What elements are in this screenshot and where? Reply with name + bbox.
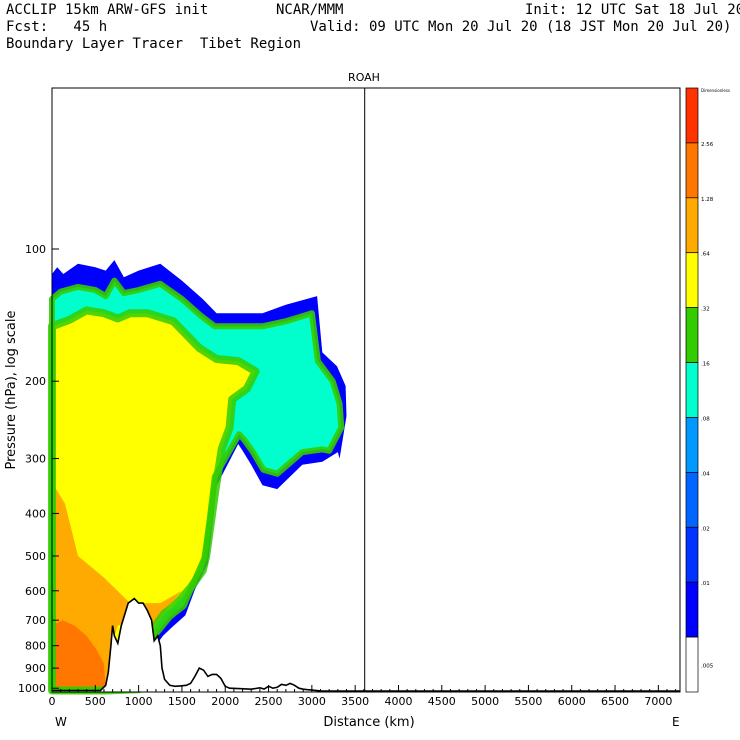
x-tick-label-4500: 4500	[428, 695, 456, 708]
x-axis-label: Distance (km)	[323, 715, 414, 730]
terrain-fill	[52, 598, 680, 692]
x-tick-label-3000: 3000	[298, 695, 326, 708]
colorbar-label-3: .64	[701, 252, 710, 258]
x-tick-label-5500: 5500	[514, 695, 542, 708]
header-init: Init: 12 UTC Sat 18 Jul 20	[525, 2, 740, 18]
tracer-region-1p28	[52, 620, 106, 691]
colorbar-swatch-2	[685, 197, 699, 254]
east-label: E	[672, 715, 680, 729]
y-tick-label-100: 100	[25, 243, 46, 256]
colorbar-label-2: 1.28	[701, 197, 714, 203]
colorbar-swatch-10	[685, 636, 699, 693]
x-tick-label-6500: 6500	[601, 695, 629, 708]
terrain	[52, 597, 680, 692]
y-axis-label: Pressure (hPa), log scale	[4, 311, 19, 470]
header-product: Boundary Layer Tracer Tibet Region	[6, 36, 302, 52]
colorbar-label-4: .32	[701, 307, 710, 313]
colorbar-swatch-0	[685, 87, 699, 144]
chart-title: ROAH	[348, 71, 380, 84]
y-tick-label-1000: 1000	[18, 682, 46, 695]
y-tick-label-300: 300	[25, 453, 46, 466]
x-tick-label-2000: 2000	[211, 695, 239, 708]
x-tick-label-1000: 1000	[125, 695, 153, 708]
x-axis: 0 500 1000 1500 2000 2500 3000 3500 4000 4500 5000…	[49, 685, 677, 708]
colorbar-swatch-4	[685, 307, 699, 363]
y-tick-label-200: 200	[25, 375, 46, 388]
x-tick-label-4000: 4000	[384, 695, 412, 708]
colorbar-label-0: Dimensionless	[701, 88, 730, 93]
west-label: W	[55, 715, 67, 729]
y-tick-label-500: 500	[25, 550, 46, 563]
colorbar-swatch-1	[685, 142, 699, 199]
y-tick-label-800: 800	[25, 640, 46, 653]
x-tick-label-7000: 7000	[644, 695, 672, 708]
tracer-regions	[48, 260, 347, 695]
colorbar-label-5: .16	[701, 362, 710, 368]
x-tick-label-6000: 6000	[558, 695, 586, 708]
colorbar: Dimensionless 2.56 1.28 .64 .32 .16 .08 .04 .02.…	[685, 87, 730, 693]
colorbar-label-8: .02	[701, 526, 710, 532]
colorbar-swatch-9	[685, 581, 699, 638]
x-tick-label-2500: 2500	[255, 695, 283, 708]
colorbar-swatch-3	[685, 252, 699, 308]
header-model: ACCLIP 15km ARW-GFS init	[6, 2, 209, 18]
colorbar-label-9: .01	[701, 581, 710, 587]
y-tick-label-600: 600	[25, 585, 46, 598]
x-tick-label-0: 0	[49, 695, 56, 708]
colorbar-label-7: .04	[701, 471, 710, 477]
x-tick-label-500: 500	[85, 695, 106, 708]
terrain-line	[52, 597, 680, 692]
colorbar-swatch-5	[685, 362, 699, 418]
y-tick-label-400: 400	[25, 507, 46, 520]
header-valid: Valid: 09 UTC Mon 20 Jul 20 (18 JST Mon …	[310, 19, 732, 35]
x-tick-label-1500: 1500	[168, 695, 196, 708]
header-forecast: Fcst: 45 h	[6, 19, 108, 35]
colorbar-swatch-8	[685, 526, 699, 583]
colorbar-swatch-7	[685, 472, 699, 528]
y-tick-label-900: 900	[25, 662, 46, 675]
y-axis: 100 200 300 400 500 600 700 800 900 1000	[18, 243, 59, 695]
y-tick-label-700: 700	[25, 614, 46, 627]
x-tick-label-3500: 3500	[341, 695, 369, 708]
colorbar-label-6: .08	[701, 416, 710, 422]
x-tick-label-5000: 5000	[471, 695, 499, 708]
plot-frame	[51, 87, 681, 693]
colorbar-label-1: 2.56	[701, 142, 714, 148]
colorbar-label-10: .005	[701, 664, 714, 670]
colorbar-swatch-6	[685, 417, 699, 473]
header-center: NCAR/MMM	[276, 2, 344, 18]
